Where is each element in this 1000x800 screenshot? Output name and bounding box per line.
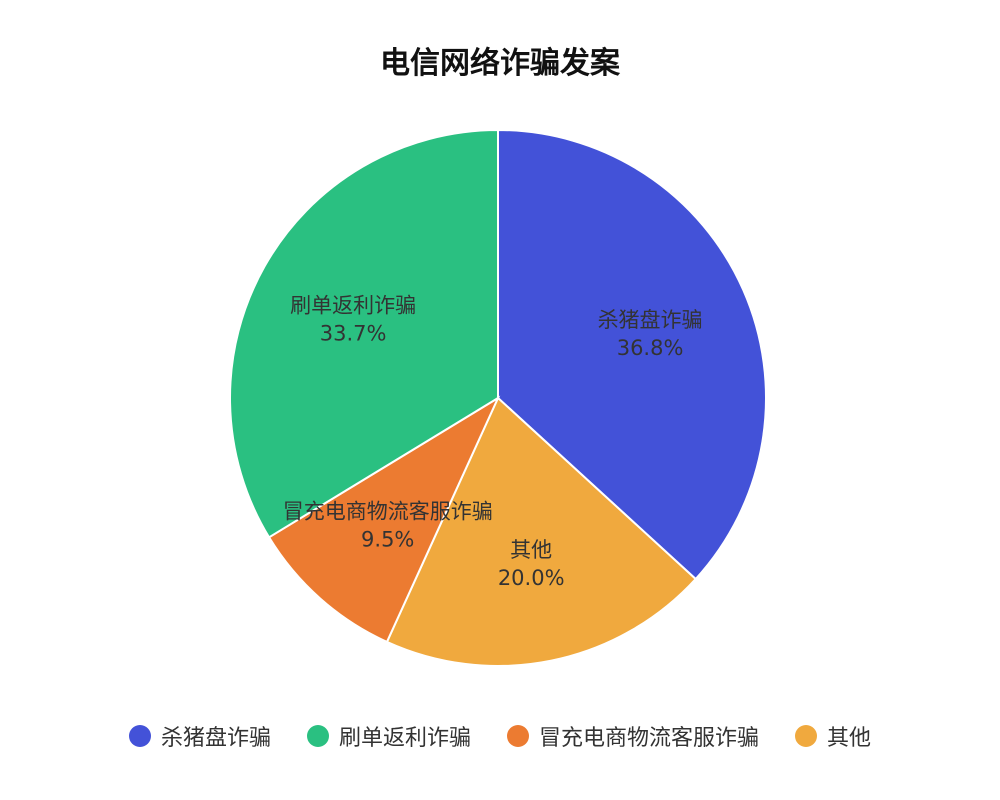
legend-item[interactable]: 刷单返利诈骗	[306, 720, 471, 752]
slice-value-label: 9.5%	[361, 527, 414, 551]
slice-category-label: 刷单返利诈骗	[290, 294, 416, 318]
legend-swatch	[128, 725, 151, 747]
legend-item[interactable]: 其他	[795, 720, 871, 752]
slice-value-label: 20.0%	[498, 566, 565, 590]
pie-slice-3[interactable]	[229, 128, 499, 539]
slice-value-label: 36.8%	[617, 336, 684, 360]
legend-label: 冒充电商物流客服诈骗	[539, 726, 760, 751]
legend-swatch	[306, 725, 329, 747]
pie-labels: 杀猪盘诈骗 36.8% 其他 20.0% 冒充电商物流客服诈骗 9.5% 刷单返利诈骗 33.…	[283, 294, 703, 590]
pie-slice-1[interactable]	[385, 396, 698, 667]
legend-label: 杀猪盘诈骗	[160, 726, 271, 751]
legend-label: 刷单返利诈骗	[338, 726, 471, 751]
chart-title: 电信网络诈骗发案	[380, 46, 620, 81]
pie-slices	[229, 128, 767, 667]
slice-category-label: 其他	[510, 538, 552, 562]
pie-slice-2[interactable]	[267, 395, 501, 644]
slice-category-label: 杀猪盘诈骗	[598, 308, 703, 332]
legend-label: 其他	[827, 726, 872, 751]
slice-category-label: 冒充电商物流客服诈骗	[283, 499, 493, 523]
pie-slice-0[interactable]	[497, 128, 767, 581]
slice-value-label: 33.7%	[320, 322, 387, 346]
legend-swatch	[795, 725, 818, 747]
legend-swatch	[507, 725, 529, 747]
legend-item[interactable]: 冒充电商物流客服诈骗	[507, 720, 759, 752]
legend-item[interactable]: 杀猪盘诈骗	[128, 720, 271, 752]
chart-legend: 杀猪盘诈骗 刷单返利诈骗 冒充电商物流客服诈骗 其他	[0, 716, 1000, 756]
